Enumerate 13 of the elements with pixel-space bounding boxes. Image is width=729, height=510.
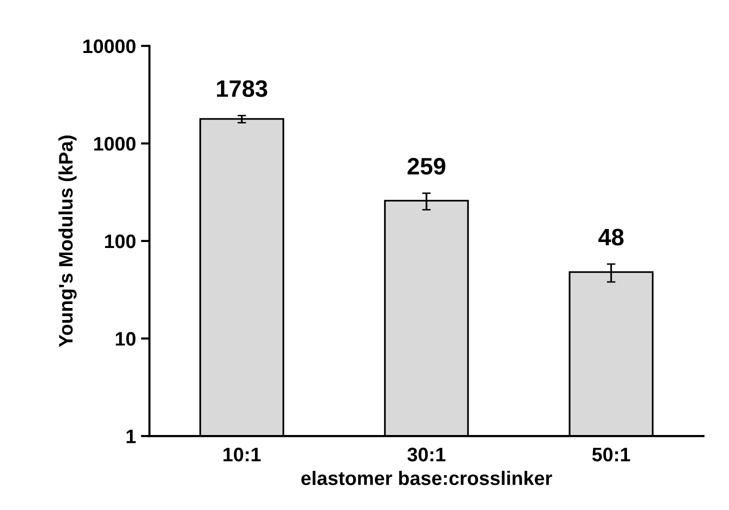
data-label: 1783 bbox=[217, 80, 268, 97]
x-tick-label: 10:1 bbox=[224, 448, 261, 462]
y-tick-label: 10 bbox=[116, 332, 136, 346]
data-label: 48 bbox=[598, 228, 624, 246]
y-tick-label: 100 bbox=[105, 234, 136, 248]
x-axis-title: elastomer base:crosslinker bbox=[301, 470, 552, 486]
x-tick-label: 50:1 bbox=[592, 448, 630, 462]
data-label: 259 bbox=[408, 158, 446, 175]
y-tick-label: 1000 bbox=[94, 136, 136, 151]
x-tick-label: 30:1 bbox=[407, 448, 446, 462]
y-tick-label: 10000 bbox=[83, 39, 136, 54]
y-axis-title: Young's Modulus (kPa) bbox=[58, 136, 77, 348]
y-tick-label: 1 bbox=[126, 430, 136, 444]
